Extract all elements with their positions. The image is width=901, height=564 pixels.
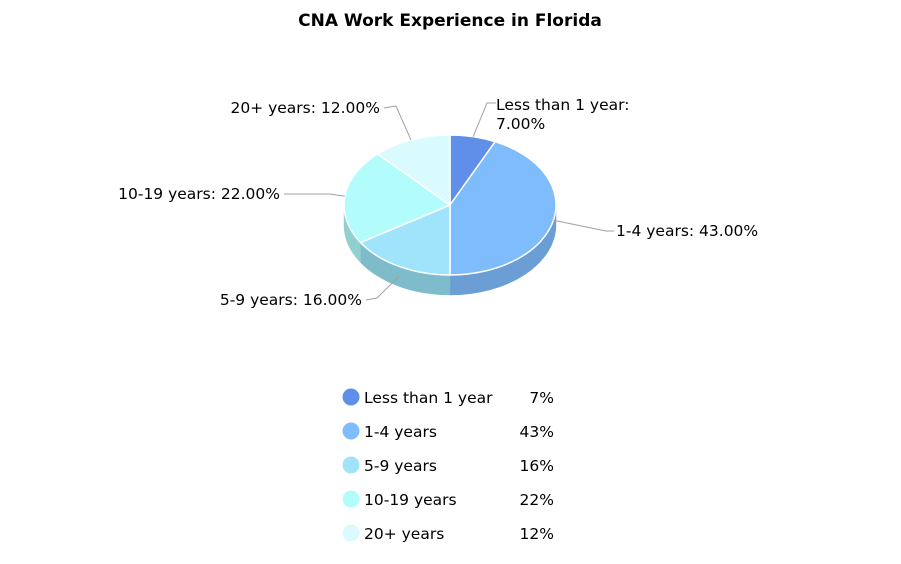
legend-item-5-9-years[interactable]: 5-9 years 16% [342,456,555,476]
slice-label-1-4-years: 1-4 years: 43.00% [616,222,758,240]
legend-swatch [342,388,360,406]
leader-lines [284,102,614,301]
legend-item-less-than-1-year[interactable]: Less than 1 year 7% [342,388,555,408]
slice-label-20-years: 20+ years: 12.00% [230,99,380,117]
slice-label-5-9-years: 5-9 years: 16.00% [220,291,362,309]
legend-item-20-years[interactable]: 20+ years 12% [342,524,555,544]
legend-swatch [342,524,360,542]
pie-slice-5-9-years[interactable] [359,204,451,276]
legend-item-1-4-years[interactable]: 1-4 years 43% [342,422,555,442]
slice-label-10-19-years: 10-19 years: 22.00% [118,185,280,203]
legend-label: 1-4 years [364,423,437,441]
legend-swatch [342,422,360,440]
legend-label: Less than 1 year [364,389,493,407]
leader-line-20-years [383,105,412,141]
leader-line-1-4-years [553,219,614,232]
leader-line-5-9-years [365,275,400,301]
legend-value: 22% [520,491,554,509]
legend: Less than 1 year 7% 1-4 years 43% 5-9 years 1… [342,388,555,544]
leader-line-less-than-1-year [472,102,496,137]
legend-label: 20+ years [364,525,444,543]
leader-line-10-19-years [284,193,345,197]
slice-labels: Less than 1 year: 7.00% 1-4 years: 43.00% 5… [118,96,758,309]
legend-value: 16% [520,457,554,475]
legend-label: 5-9 years [364,457,437,475]
legend-item-10-19-years[interactable]: 10-19 years 22% [342,490,555,510]
legend-swatch [342,490,360,508]
pie-slices [343,134,557,276]
slice-label-less-than-1-year: Less than 1 year: 7.00% [496,96,629,133]
chart-title: CNA Work Experience in Florida [298,11,602,31]
legend-value: 7% [529,389,554,407]
legend-label: 10-19 years [364,491,457,509]
legend-swatch [342,456,360,474]
legend-value: 12% [520,525,554,543]
legend-value: 43% [520,423,554,441]
